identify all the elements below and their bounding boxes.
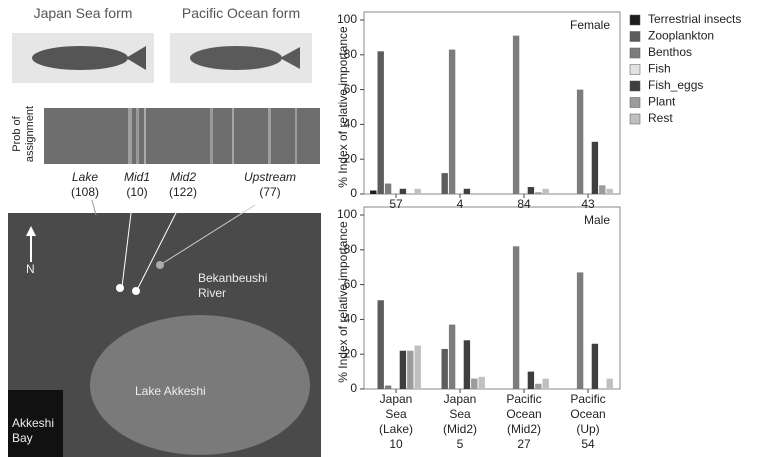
legend-label: Benthos: [648, 45, 692, 59]
photo-label: Pacific Ocean form: [160, 6, 322, 21]
north-label: N: [26, 262, 35, 277]
bar: [464, 189, 470, 194]
map-label: Akkeshi Bay: [12, 416, 54, 446]
bar: [449, 325, 455, 389]
stripe: [144, 108, 146, 164]
legend-label: Plant: [648, 95, 676, 109]
bar: [513, 36, 519, 194]
map-label: Lake Akkeshi: [135, 384, 206, 399]
fish: [32, 46, 128, 70]
bar: [385, 184, 391, 194]
bar: [577, 272, 583, 389]
stripe: [232, 108, 234, 164]
x-tick-label: Pacific Ocean (Up) 54: [548, 392, 628, 452]
chart: 020406080100Female% Index of relative im…: [0, 0, 758, 457]
bar: [385, 386, 391, 389]
legend-label: Fish: [648, 62, 671, 76]
bar: [599, 185, 605, 194]
assignment-ylabel: Prob of assignment: [11, 104, 37, 164]
legend-swatch: [630, 114, 640, 124]
legend-swatch: [630, 65, 640, 75]
bar: [378, 300, 384, 389]
legend-swatch: [630, 15, 640, 25]
photo-label: Japan Sea form: [12, 6, 154, 21]
bar: [442, 349, 448, 389]
bar: [442, 173, 448, 194]
legend-label: Fish_eggs: [648, 78, 703, 92]
bar: [543, 189, 549, 194]
bar: [415, 189, 421, 194]
site-name: Lake: [60, 170, 110, 185]
y-axis-label: % Index of relative importance: [336, 26, 350, 188]
bar: [407, 351, 413, 389]
site: [116, 284, 124, 292]
bar: [592, 344, 598, 389]
bar: [513, 246, 519, 389]
x-tick-label: 43: [548, 197, 628, 212]
fish: [190, 46, 282, 70]
stripe: [295, 108, 297, 164]
bar: [528, 187, 534, 194]
legend-swatch: [630, 32, 640, 42]
site-n: (10): [112, 185, 162, 200]
site-name: Mid1: [112, 170, 162, 185]
bar: [607, 189, 613, 194]
bar: [535, 384, 541, 389]
site-name: Upstream: [235, 170, 305, 185]
chart-title: Male: [584, 213, 610, 227]
bar: [543, 379, 549, 389]
stripe: [268, 108, 271, 164]
bar: [528, 372, 534, 389]
bar: [415, 346, 421, 390]
site-n: (77): [235, 185, 305, 200]
legend-label: Terrestrial insects: [648, 12, 741, 26]
bar: [400, 351, 406, 389]
legend-label: Zooplankton: [648, 29, 714, 43]
bar: [400, 189, 406, 194]
site-n: (122): [158, 185, 208, 200]
assignment-plot: [44, 108, 320, 164]
y-tick-label: 100: [337, 12, 357, 26]
stripe: [210, 108, 213, 164]
y-axis-label: % Index of relative importance: [336, 221, 350, 383]
bar: [592, 142, 598, 194]
bar: [378, 51, 384, 194]
legend-swatch: [630, 81, 640, 91]
legend-swatch: [630, 98, 640, 108]
legend-label: Rest: [648, 111, 673, 125]
bar: [464, 340, 470, 389]
bar: [479, 377, 485, 389]
pointer: [92, 200, 96, 215]
chart-title: Female: [570, 18, 610, 32]
stripe: [136, 108, 139, 164]
bar: [449, 50, 455, 194]
site-n: (108): [60, 185, 110, 200]
site: [132, 287, 140, 295]
bar: [607, 379, 613, 389]
bar: [577, 90, 583, 194]
bar: [370, 191, 376, 194]
site: [156, 261, 164, 269]
site-name: Mid2: [158, 170, 208, 185]
legend-swatch: [630, 48, 640, 58]
y-tick-label: 100: [337, 207, 357, 221]
bar: [471, 379, 477, 389]
stripe: [128, 108, 132, 164]
map-label: Bekanbeushi River: [198, 271, 267, 301]
bar: [535, 192, 541, 194]
figure: 020406080100Female% Index of relative im…: [0, 0, 758, 457]
